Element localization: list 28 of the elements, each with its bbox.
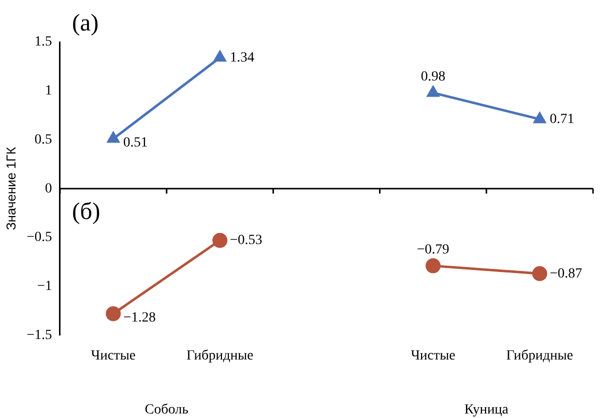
- data-label: 0.51: [123, 135, 148, 150]
- data-label: −1.28: [123, 310, 156, 326]
- y-tick-label: 0.5: [34, 132, 52, 148]
- data-label: −0.79: [416, 242, 450, 258]
- text: (а): [72, 10, 99, 36]
- x-tick-label: Чистые: [91, 348, 136, 364]
- point: [106, 306, 121, 322]
- y-axis-title: Значение 1ГК: [3, 146, 18, 230]
- y-tick-label: 1.5: [34, 34, 52, 50]
- y-tick-label: −0.5: [26, 230, 52, 246]
- x-tick-label: Чистые: [410, 348, 456, 364]
- data-label: −0.53: [230, 233, 262, 248]
- data-label: −0.87: [550, 266, 582, 282]
- data-label: 0.71: [550, 112, 574, 127]
- x-tick-label: Гибридные: [506, 348, 574, 364]
- annotation: (б): [72, 198, 100, 225]
- text: Куница: [464, 402, 510, 418]
- y-tick-label: −1: [37, 279, 52, 294]
- data-label: 0.98: [420, 69, 446, 84]
- y-tick-label: 1: [44, 84, 52, 99]
- point: [532, 266, 548, 282]
- point: [212, 232, 228, 248]
- text: Соболь: [144, 402, 188, 418]
- data-label: 1.34: [230, 50, 254, 66]
- point: [426, 258, 441, 274]
- y-tick-label: 0: [44, 181, 52, 196]
- x-tick-label: Гибридные: [186, 348, 254, 364]
- y-tick-label: −1.5: [26, 328, 52, 343]
